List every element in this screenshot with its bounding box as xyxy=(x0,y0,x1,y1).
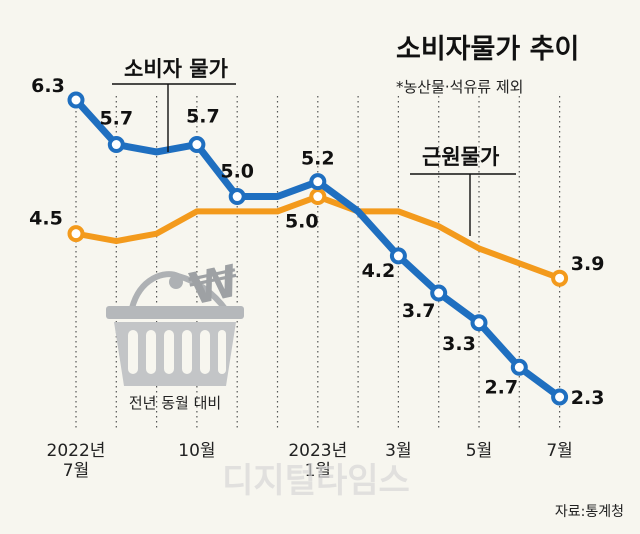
point-core-0 xyxy=(67,225,85,243)
chart-title: 소비자물가 추이 xyxy=(396,34,579,65)
point-consumer-8 xyxy=(389,247,407,265)
data-label-consumer-8: 4.2 xyxy=(362,260,396,282)
point-core-12 xyxy=(551,269,569,287)
data-label-consumer-6: 5.2 xyxy=(301,148,335,170)
callout-line-core xyxy=(410,173,516,236)
point-consumer-9 xyxy=(430,284,448,302)
point-consumer-11 xyxy=(510,358,528,376)
x-tick-label-10: 5월 xyxy=(466,441,492,461)
point-core-6 xyxy=(309,188,327,206)
data-label-core-6: 5.0 xyxy=(285,211,319,233)
x-tick-label-0-1: 7월 xyxy=(63,461,89,481)
callout-line-consumer xyxy=(112,83,236,152)
point-consumer-12 xyxy=(551,388,569,406)
data-label-consumer-4: 5.0 xyxy=(220,161,254,183)
point-consumer-3 xyxy=(188,136,206,154)
data-label-core-12: 3.9 xyxy=(571,253,605,275)
x-tick-label-0-0: 2022년 xyxy=(47,441,106,461)
x-tick-label-6-0: 2023년 xyxy=(288,441,347,461)
won-currency-icon: ₩ xyxy=(185,255,243,315)
data-label-consumer-3: 5.7 xyxy=(186,106,220,128)
x-tick-label-8: 3월 xyxy=(385,441,411,461)
data-labels: 6.3 5.7 5.7 5.0 5.2 4.2 3.7 3.3 2.7 2.3 4.5 5.0 3.9 xyxy=(29,75,604,409)
data-label-consumer-1: 5.7 xyxy=(99,108,133,130)
series-callouts: 소비자 물가 근원물가 xyxy=(112,57,516,236)
data-label-consumer-10: 3.3 xyxy=(442,333,476,355)
point-consumer-0 xyxy=(67,91,85,109)
x-tick-label-3: 10월 xyxy=(178,441,215,461)
point-consumer-10 xyxy=(470,314,488,332)
basket-caption: 전년 동월 대비 xyxy=(129,394,221,412)
point-consumer-1 xyxy=(107,136,125,154)
series-lines xyxy=(67,91,569,406)
point-consumer-6 xyxy=(309,173,327,191)
source-note: 자료:통계청 xyxy=(555,504,624,520)
series-label-core: 근원물가 xyxy=(422,145,500,169)
x-tick-label-6-1: 1월 xyxy=(305,461,331,481)
shopping-basket-icon: ₩ 전년 동월 대비 xyxy=(106,255,244,412)
data-label-consumer-0: 6.3 xyxy=(31,75,65,97)
data-label-consumer-12: 2.3 xyxy=(571,387,605,409)
series-label-consumer: 소비자 물가 xyxy=(124,57,229,81)
chart-subtitle: *농산물·석유류 제외 xyxy=(396,78,523,96)
data-label-consumer-11: 2.7 xyxy=(484,376,518,398)
data-label-consumer-9: 3.7 xyxy=(402,300,436,322)
point-consumer-4 xyxy=(228,188,246,206)
watermark: 디지털타임스 xyxy=(222,461,410,501)
x-tick-label-12: 7월 xyxy=(546,441,572,461)
data-label-core-0: 4.5 xyxy=(29,208,63,230)
